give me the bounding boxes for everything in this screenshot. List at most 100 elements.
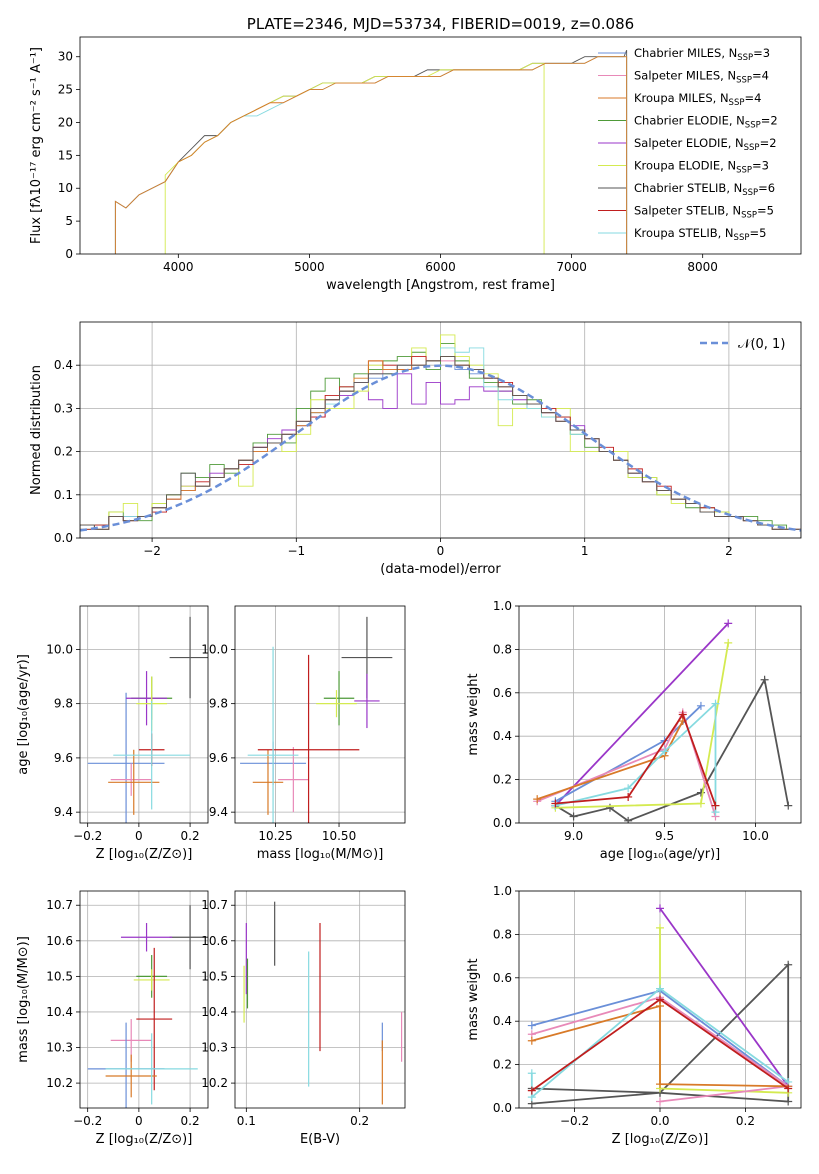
x-axis-label: wavelength [Angstrom, rest frame] — [326, 278, 555, 293]
x-tick-label: 0.2 — [181, 1114, 200, 1128]
y-tick-label: 0.1 — [54, 488, 73, 502]
x-tick-label: 0.2 — [350, 1114, 369, 1128]
weight-line-salpeter-miles — [536, 709, 717, 817]
y-axis-label: mass [log₁₀(M/M⊙)] — [16, 936, 31, 1063]
weight-vs-age-panel: 9.0 9.5 10.0 0.0 0.2 0.4 0.6 0.8 1.0 age [log₁₀(a… — [466, 599, 802, 862]
y-tick-label: 10.2 — [46, 1076, 73, 1090]
weight-marker-salpeter-stelib — [711, 801, 720, 810]
x-tick-label: 10.0 — [742, 829, 769, 843]
y-tick-label: 9.6 — [54, 751, 73, 765]
axes-frame — [518, 605, 802, 824]
y-tick-label: 0.2 — [493, 773, 512, 787]
y-tick-label: 0.0 — [493, 816, 512, 830]
y-tick-label: 0.0 — [54, 531, 73, 545]
weight-marker-kroupa-elodie — [696, 799, 705, 808]
y-tick-label: 0.8 — [493, 927, 512, 941]
weight-marker-salpeter-miles — [656, 1097, 664, 1106]
legend-label-kroupa-miles: Kroupa MILES, NSSP=4 — [634, 91, 761, 108]
y-tick-label: 10.2 — [201, 1076, 228, 1090]
y-tick-label: 1.0 — [493, 884, 512, 898]
x-axis-label: Z [log₁₀(Z/Z⊙)] — [612, 1132, 709, 1147]
y-tick-label: 25 — [58, 83, 73, 97]
x-tick-label: 2 — [725, 544, 733, 558]
plot-area — [87, 905, 208, 1108]
x-tick-label: −0.2 — [73, 1114, 102, 1128]
y-tick-label: 9.8 — [209, 697, 228, 711]
axes-frame — [79, 605, 209, 824]
mass-vs-extinction-panel: 0.1 0.2 10.2 10.3 10.4 10.5 10.6 10.7 E(B-V) — [201, 890, 406, 1147]
residual-legend: 𝒩(0, 1) — [700, 337, 785, 352]
x-tick-label: 8000 — [687, 260, 718, 274]
x-tick-label: 5000 — [294, 260, 325, 274]
weight-marker-salpeter-stelib — [624, 792, 633, 801]
weight-marker-kroupa-stelib — [624, 784, 633, 793]
y-tick-label: 20 — [58, 115, 73, 129]
y-tick-label: 0.3 — [54, 401, 73, 415]
x-tick-label: 9.5 — [655, 829, 674, 843]
axes-frame — [79, 890, 209, 1109]
y-tick-label: 10.5 — [46, 969, 73, 983]
x-tick-label: −2 — [143, 544, 161, 558]
mass-vs-metallicity-panel: −0.2 0 0.2 10.2 10.3 10.4 10.5 10.6 10.7 Z [log₁₀… — [16, 890, 209, 1147]
x-axis-label: mass [log₁₀(M/M⊙)] — [257, 847, 384, 862]
x-axis-label: E(B-V) — [300, 1132, 340, 1147]
weight-marker-kroupa-miles — [656, 1080, 664, 1089]
weight-line-kroupa-miles — [531, 1004, 789, 1088]
x-tick-label: 0.1 — [237, 1114, 256, 1128]
weight-marker-salpeter-stelib — [551, 799, 560, 808]
legend-label-salpeter-elodie: Salpeter ELODIE, NSSP=2 — [634, 136, 777, 153]
y-tick-label: 9.4 — [209, 805, 228, 819]
weight-marker-kroupa-elodie — [724, 638, 733, 647]
x-tick-label: 0.2 — [736, 1114, 755, 1128]
y-tick-label: 10.7 — [201, 898, 228, 912]
plot-area — [80, 334, 801, 538]
spectrum-line-chabrier-stelib — [114, 49, 628, 254]
histogram-step-kroupa-elodie — [80, 334, 801, 538]
weight-marker-kroupa-miles — [527, 1036, 536, 1045]
y-axis-label: Flux [fλ10⁻¹⁷ erg cm⁻² s⁻¹ A⁻¹] — [29, 47, 44, 244]
y-tick-label: 0.2 — [493, 1058, 512, 1072]
spectrum-line-kroupa-elodie — [164, 62, 545, 254]
weight-marker-kroupa-stelib — [656, 984, 664, 993]
legend-label-salpeter-stelib: Salpeter STELIB, NSSP=5 — [634, 204, 774, 221]
x-tick-label: 7000 — [556, 260, 587, 274]
weight-line-kroupa-miles — [536, 720, 684, 800]
y-tick-label: 0 — [65, 247, 73, 261]
weight-marker-chabrier-miles — [527, 1021, 536, 1030]
weight-marker-chabrier-stelib — [624, 816, 633, 823]
weight-marker-chabrier-stelib — [784, 801, 793, 810]
x-tick-label: 0.0 — [650, 1114, 669, 1128]
normal-distribution-curve — [80, 364, 801, 532]
y-tick-label: 0.4 — [493, 1014, 512, 1028]
age-vs-mass-panel: 10.25 10.50 9.4 9.6 9.8 10.0 mass [log₁₀(M/M⊙)… — [201, 605, 406, 862]
y-tick-label: 1.0 — [493, 599, 512, 613]
weight-marker-kroupa-stelib — [527, 1069, 536, 1078]
weight-line-salpeter-elodie — [659, 907, 789, 1087]
weight-marker-salpeter-stelib — [678, 710, 687, 719]
weight-line-salpeter-elodie — [554, 622, 729, 807]
legend-label-chabrier-miles: Chabrier MILES, NSSP=3 — [634, 46, 770, 63]
weight-marker-kroupa-stelib — [660, 747, 669, 756]
weight-marker-chabrier-stelib — [569, 812, 578, 821]
y-tick-label: 0.4 — [54, 358, 73, 372]
y-tick-label: 0.4 — [493, 729, 512, 743]
grid-lines — [80, 606, 208, 823]
legend-label-kroupa-stelib: Kroupa STELIB, NSSP=5 — [634, 226, 766, 243]
weight-marker-chabrier-stelib — [784, 960, 793, 969]
spectrum-line-kroupa-stelib — [114, 56, 628, 254]
residual-histogram-panel: −2 −1 0 1 2 0.0 0.1 0.2 0.3 0.4 (data-model)/error… — [29, 321, 802, 577]
x-tick-label: 10.25 — [258, 829, 292, 843]
spectrum-line-kroupa-miles — [114, 56, 628, 254]
legend-label-normal: 𝒩(0, 1) — [738, 337, 785, 352]
weight-line-kroupa-stelib — [530, 987, 789, 1100]
x-tick-label: 6000 — [425, 260, 456, 274]
y-tick-label: 9.6 — [209, 751, 228, 765]
x-tick-label: 0 — [437, 544, 445, 558]
y-axis-label: age [log₁₀(age/yr)] — [16, 654, 31, 775]
y-tick-label: 0.2 — [54, 445, 73, 459]
histogram-step-chabrier-stelib — [80, 356, 801, 538]
y-tick-label: 10.4 — [46, 1005, 73, 1019]
age-vs-metallicity-panel: −0.2 0 0.2 9.4 9.6 9.8 10.0 Z [log₁₀(Z/Z⊙)] age … — [16, 605, 209, 862]
weight-line-salpeter-stelib — [555, 712, 717, 806]
y-tick-label: 10.7 — [46, 898, 73, 912]
